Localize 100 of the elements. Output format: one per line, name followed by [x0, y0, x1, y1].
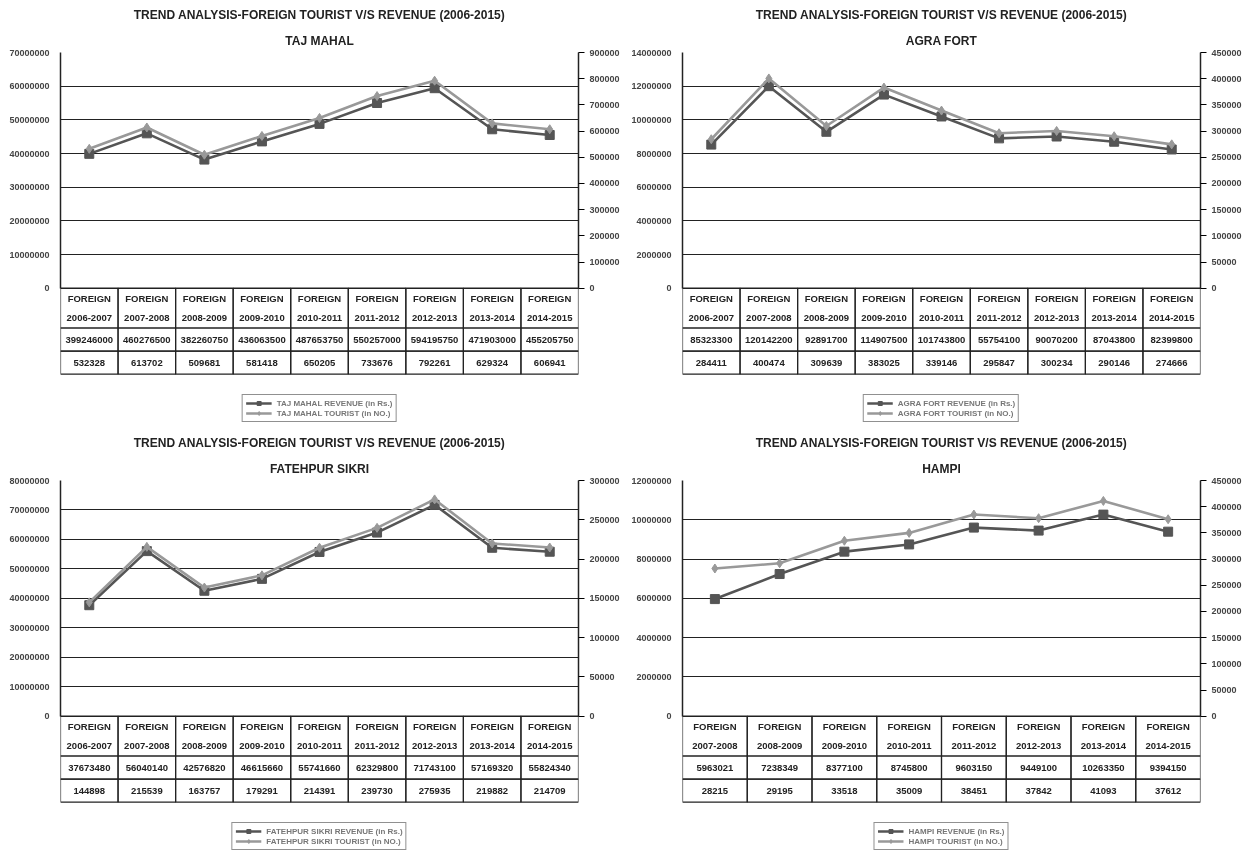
data-label: 37673480	[68, 761, 111, 773]
y-tick-label: 40000000	[9, 148, 50, 159]
text: 87043800	[1093, 333, 1136, 345]
y2-tick-label: 200000	[1211, 178, 1242, 189]
text: 85323300	[690, 333, 733, 345]
y-tick-label: 0	[44, 711, 50, 722]
y-tick-label: 2000000	[636, 671, 672, 682]
data-label: 606941	[533, 356, 567, 368]
x-tick-label: FOREIGN 2014-2015	[1149, 292, 1196, 324]
x-tick-label: FOREIGN 2006-2007	[66, 292, 112, 324]
data-label: 532328	[73, 356, 106, 368]
x-tick-label: FOREIGN 2007-2008	[124, 292, 170, 324]
y2-tick-label: 450000	[1211, 475, 1242, 486]
y2-tick-label: 100000	[589, 632, 620, 643]
data-label: 214391	[303, 784, 337, 796]
data-label: 8745800	[890, 761, 928, 773]
y-tick-label: 10000000	[9, 249, 50, 260]
y2-tick-label: 500000	[589, 152, 620, 163]
x-tick-label: FOREIGN 2008-2009	[181, 720, 228, 752]
y2-tick-label: 300000	[589, 204, 620, 215]
data-label: 10263350	[1082, 761, 1125, 773]
y-tick-label: 30000000	[9, 622, 50, 633]
x-tick-label: FOREIGN 2012-2013	[411, 720, 458, 752]
data-label: 219882	[476, 784, 509, 796]
y2-tick-label: 0	[589, 711, 595, 722]
text: 120142200	[745, 333, 793, 345]
x-tick-label: FOREIGN 2010-2011	[297, 720, 343, 752]
x-tick-label: FOREIGN 2011-2012	[354, 720, 400, 752]
data-label: 9394150	[1149, 761, 1187, 773]
y2-tick-label: 250000	[589, 514, 620, 525]
y2-tick-label: 300000	[1211, 554, 1242, 565]
text: 471903000	[468, 333, 516, 345]
y2-tick-label: 100000	[1211, 658, 1242, 669]
x-tick-label: FOREIGN 2013-2014	[469, 292, 516, 324]
text: 33518	[831, 784, 858, 796]
x-tick-label: FOREIGN 2008-2009	[181, 292, 228, 324]
data-label: 144898	[73, 784, 106, 796]
y2-tick-label: 400000	[1211, 73, 1242, 84]
y-tick-label: 50000000	[9, 114, 50, 125]
data-label: 509681	[188, 356, 221, 368]
y2-tick-label: 100000	[589, 257, 620, 268]
legend-label: AGRA FORT TOURIST (in NO.)	[897, 408, 1014, 418]
x-tick-label: FOREIGN 2014-2015	[527, 720, 574, 752]
x-tick-label: FOREIGN 2012-2013	[1033, 292, 1080, 324]
y-tick-label: 70000000	[9, 47, 50, 58]
data-label: 7238349	[761, 761, 799, 773]
y-tick-label: 30000000	[9, 182, 50, 193]
x-tick-label: FOREIGN 2006-2007	[688, 292, 734, 324]
y-tick-label: 4000000	[636, 632, 672, 643]
y-tick-label: 6000000	[636, 593, 672, 604]
y-tick-label: 8000000	[636, 554, 672, 565]
y2-tick-label: 400000	[1211, 501, 1242, 512]
y2-tick-label: 50000	[1211, 685, 1237, 696]
x-tick-label: FOREIGN 2011-2012	[354, 292, 400, 324]
x-tick-label: FOREIGN 2009-2010	[821, 720, 868, 752]
y2-tick-label: 150000	[589, 593, 620, 604]
data-label: 57169320	[471, 761, 514, 773]
x-tick-label: FOREIGN 2008-2009	[756, 720, 803, 752]
y-tick-label: 40000000	[9, 593, 50, 604]
y-tick-label: 8000000	[636, 148, 672, 159]
x-tick-label: FOREIGN 2008-2009	[803, 292, 850, 324]
chart-title: TREND ANALYSIS-FOREIGN TOURIST V/S REVENUE (2006-2015)	[133, 7, 505, 22]
data-label: 5963021	[696, 761, 735, 773]
data-label: 214709	[533, 784, 566, 796]
data-label: 383025	[868, 356, 901, 368]
chart-subtitle: HAMPI	[922, 461, 961, 476]
x-tick-label: FOREIGN 2009-2010	[239, 292, 285, 324]
text: 41093	[1090, 784, 1117, 796]
y-tick-label: 50000000	[9, 563, 50, 574]
data-label: 46615660	[240, 761, 284, 773]
text: 28215	[701, 784, 729, 796]
text: 436063500	[238, 333, 286, 345]
y-tick-label: 10000000	[631, 514, 672, 525]
x-tick-label: FOREIGN 2013-2014	[469, 720, 516, 752]
data-label: 284411	[695, 356, 728, 368]
text: 550257000	[353, 333, 401, 345]
legend-label: HAMPI REVENUE (in Rs.)	[908, 826, 1005, 836]
text: 114907500	[860, 333, 908, 345]
x-tick-label: FOREIGN 2006-2007	[66, 720, 112, 752]
y-tick-label: 12000000	[631, 81, 672, 92]
y-tick-label: 6000000	[636, 182, 672, 193]
y-tick-label: 14000000	[631, 47, 672, 58]
y2-tick-label: 0	[589, 283, 595, 294]
text: 37842	[1025, 784, 1052, 796]
data-label: 239730	[361, 784, 393, 796]
x-tick-label: FOREIGN 2011-2012	[951, 720, 997, 752]
x-tick-label: FOREIGN 2014-2015	[1145, 720, 1192, 752]
data-label: 339146	[925, 356, 958, 368]
y2-tick-label: 200000	[589, 554, 620, 565]
x-tick-label: FOREIGN 2012-2013	[1015, 720, 1062, 752]
x-tick-label: FOREIGN 2010-2011	[886, 720, 933, 752]
text: 35009	[895, 784, 923, 796]
data-label: 71743100	[413, 761, 456, 773]
y2-tick-label: 350000	[1211, 527, 1242, 538]
data-label: 309639	[810, 356, 843, 368]
y2-tick-label: 150000	[1211, 632, 1242, 643]
chart-subtitle: TAJ MAHAL	[285, 33, 354, 48]
chart-subtitle: AGRA FORT	[905, 33, 978, 48]
x-tick-label: FOREIGN 2007-2008	[692, 720, 738, 752]
data-label: 9449100	[1020, 761, 1058, 773]
